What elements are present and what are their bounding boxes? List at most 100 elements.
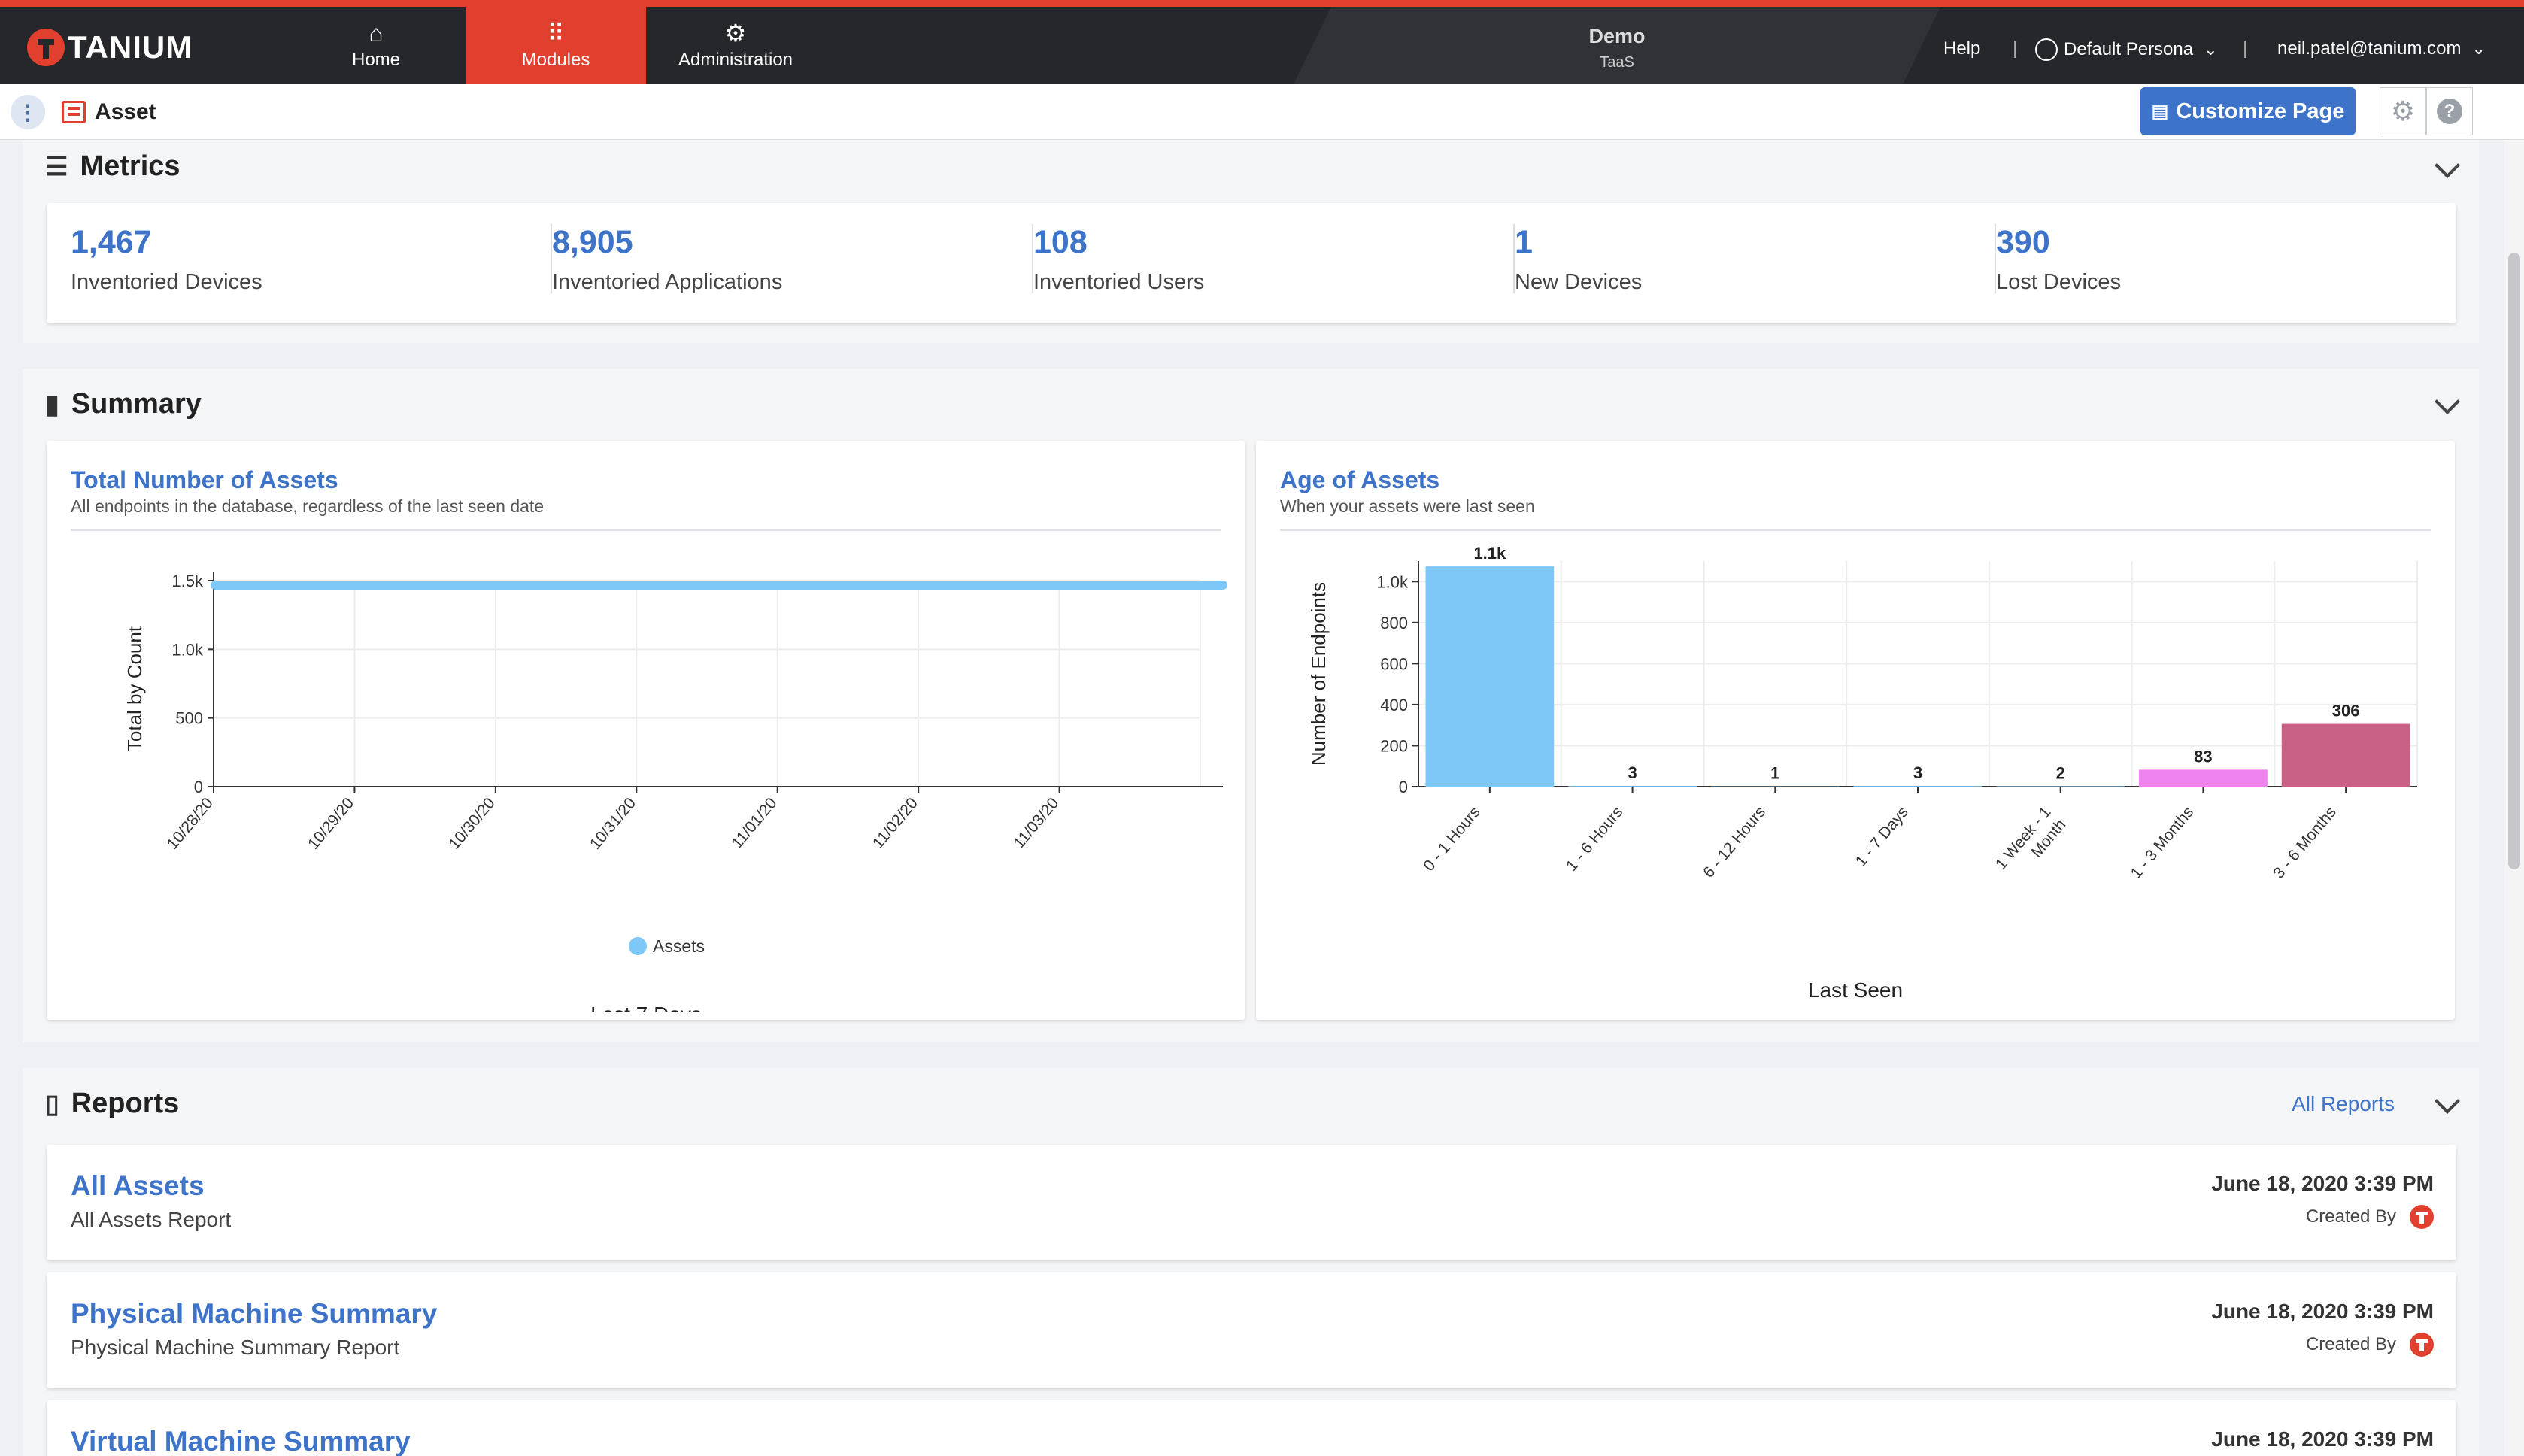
x-tick-label: 0 - 1 Hours (1420, 803, 1483, 874)
metric-inventoried-applications[interactable]: 8,905 Inventoried Applications (552, 224, 1033, 295)
metrics-header: ☰ Metrics (45, 150, 181, 183)
persona-selector[interactable]: Default Persona ⌄ (2035, 38, 2218, 61)
metrics-icon: ☰ (45, 152, 68, 181)
report-card[interactable]: Virtual Machine Summary June 18, 2020 3:… (47, 1400, 2456, 1456)
demo-band (1294, 7, 1940, 84)
reports-header: ▯ Reports (45, 1087, 179, 1120)
created-by-label: Created By (2305, 1334, 2396, 1354)
report-card[interactable]: All Assets All Assets Report June 18, 20… (47, 1145, 2456, 1260)
grid-icon: ⠿ (547, 19, 565, 47)
x-tick-label: 1 - 7 Days (1852, 803, 1912, 869)
nav-tab-label: Modules (521, 49, 590, 70)
total-assets-card: Total Number of Assets All endpoints in … (47, 441, 1245, 1020)
gears-icon: ⚙ (724, 19, 747, 47)
all-reports-link[interactable]: All Reports (2292, 1092, 2395, 1115)
metric-inventoried-devices[interactable]: 1,467 Inventoried Devices (71, 224, 552, 295)
legend-swatch (629, 937, 647, 955)
collapse-chevron-icon[interactable] (2435, 153, 2460, 178)
chevron-down-icon: ⌄ (2471, 39, 2486, 58)
report-title[interactable]: All Assets (71, 1170, 205, 1201)
bar (1425, 566, 1555, 787)
y-tick-label: 0 (194, 778, 203, 796)
data-point (703, 581, 711, 590)
tanium-avatar-icon (2410, 1205, 2434, 1229)
bar (1853, 786, 1982, 787)
y-tick-label: 1.0k (171, 640, 204, 659)
data-point (562, 581, 570, 590)
bar (2139, 769, 2268, 787)
x-tick-label: 1 Week - 1Month (1992, 803, 2070, 885)
x-tick-label: 11/03/20 (1010, 794, 1062, 851)
help-label: Help (1943, 38, 1981, 59)
legend-label: Assets (653, 936, 705, 956)
metrics-card: 1,467 Inventoried Devices 8,905 Inventor… (47, 203, 2456, 323)
help-link[interactable]: Help (1943, 38, 1980, 59)
scrollbar-thumb[interactable] (2508, 253, 2520, 869)
y-tick-label: 0 (1399, 778, 1408, 796)
divider (71, 529, 1221, 531)
y-tick-label: 500 (175, 709, 203, 728)
report-date: June 18, 2020 3:39 PM (2211, 1300, 2434, 1323)
page-scrollbar[interactable] (2504, 140, 2524, 1456)
environment-label: Demo TaaS (1519, 25, 1715, 71)
metric-value: 8,905 (552, 224, 633, 260)
reports-panel: ▯ Reports All Reports All Assets All Ass… (23, 1068, 2479, 1456)
collapse-chevron-icon[interactable] (2435, 389, 2460, 414)
metric-label: Inventoried Applications (552, 270, 783, 294)
settings-button[interactable]: ⚙ (2380, 87, 2426, 135)
metrics-title: Metrics (80, 150, 181, 182)
report-created-by: Created By (2306, 1205, 2434, 1229)
document-icon: ▯ (45, 1089, 59, 1118)
chart-title[interactable]: Age of Assets (1280, 466, 1440, 493)
y-tick-label: 200 (1380, 736, 1408, 755)
y-tick-label: 1.5k (171, 572, 204, 590)
collapse-chevron-icon[interactable] (2435, 1088, 2460, 1114)
summary-title: Summary (71, 388, 202, 420)
x-tick-label: 10/29/20 (305, 794, 357, 852)
total-assets-line-chart: 0 500 1.0k 1.5k 10/28/20 10/29/20 10/30/20 10/3… (123, 572, 1227, 1012)
divider (1995, 224, 1996, 293)
divider: | (2243, 38, 2248, 59)
logo-text: TANIUM (68, 29, 193, 65)
tanium-logo[interactable]: TANIUM (27, 25, 193, 70)
summary-panel: ▮ Summary Total Number of Assets All end… (23, 369, 2479, 1042)
page-toolbar: ⋮ Asset ▤ Customize Page ⚙ ? (0, 84, 2524, 140)
x-tick-label: 3 - 6 Months (2270, 803, 2340, 881)
x-tick-label: 10/28/20 (164, 794, 217, 852)
data-point (421, 581, 429, 590)
report-card[interactable]: Physical Machine Summary Physical Machin… (47, 1272, 2456, 1388)
y-tick-label: 600 (1380, 654, 1408, 673)
metric-lost-devices[interactable]: 390 Lost Devices (1996, 224, 2477, 295)
metric-label: Lost Devices (1996, 270, 2122, 294)
data-label: 3 (1628, 763, 1637, 782)
report-title[interactable]: Physical Machine Summary (71, 1298, 438, 1329)
x-axis-label: Last 7 Days (590, 1003, 702, 1012)
data-label: 1 (1770, 764, 1779, 783)
metric-new-devices[interactable]: 1 New Devices (1515, 224, 1996, 295)
metrics-panel: ☰ Metrics 1,467 Inventoried Devices 8,90… (23, 140, 2479, 343)
bar-chart-icon: ▮ (45, 390, 59, 419)
chart-title[interactable]: Total Number of Assets (71, 466, 338, 493)
metric-inventoried-users[interactable]: 108 Inventoried Users (1033, 224, 1515, 295)
metric-value: 108 (1033, 224, 1088, 260)
nav-tab-label: Home (351, 49, 401, 70)
reports-title: Reports (71, 1087, 180, 1119)
divider: | (2013, 38, 2018, 59)
top-nav: TANIUM ⌂ Home ⠿ Modules ⚙ Administration… (0, 0, 2524, 84)
kebab-menu-icon[interactable]: ⋮ (11, 95, 45, 129)
user-menu[interactable]: neil.patel@tanium.com ⌄ (2277, 38, 2486, 59)
customize-page-button[interactable]: ▤ Customize Page (2140, 87, 2356, 135)
report-date: June 18, 2020 3:39 PM (2211, 1172, 2434, 1195)
y-tick-label: 1.0k (1376, 572, 1409, 591)
persona-label: Default Persona (2064, 39, 2194, 59)
nav-tab-home[interactable]: ⌂ Home (286, 7, 466, 84)
report-title[interactable]: Virtual Machine Summary (71, 1426, 411, 1456)
user-email: neil.patel@tanium.com (2277, 38, 2462, 59)
nav-tab-modules[interactable]: ⠿ Modules (466, 7, 646, 84)
page-title: Asset (95, 99, 156, 124)
help-button[interactable]: ? (2426, 87, 2473, 135)
chart-subtitle: All endpoints in the database, regardles… (71, 496, 545, 516)
environment-title: Demo (1588, 25, 1646, 47)
x-tick-label: 11/02/20 (869, 794, 921, 851)
nav-tab-administration[interactable]: ⚙ Administration (645, 7, 826, 84)
